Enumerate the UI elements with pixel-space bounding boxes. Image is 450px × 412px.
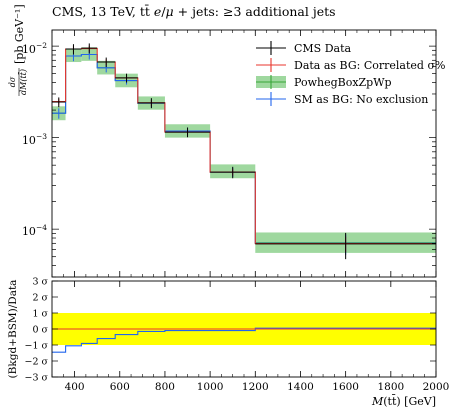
plot-title: CMS, 13 TeV, tt̄ e/μ + jets: ≥3 addition… [52,3,336,19]
svg-text:dM(tt̄): dM(tt̄) [18,69,28,95]
lower-frame [51,280,437,378]
upper-axis-ticks [51,30,437,278]
svg-text:SM as BG: No exclusion: SM as BG: No exclusion [294,93,428,106]
x-axis-label: M(tt̄) [GeV] [371,395,436,408]
svg-text:[pb GeV⁻¹]: [pb GeV⁻¹] [13,4,26,64]
ratio-sm-line [52,327,436,353]
ratio-ytick-label: 0 σ [32,325,48,336]
ratio-ytick-labels: 3 σ 2 σ 1 σ 0 σ −1 σ −2 σ −3 σ [24,277,48,384]
ratio-ytick-label: −1 σ [24,341,48,352]
xtick-label: 1600 [332,381,359,393]
svg-text:CMS Data: CMS Data [294,42,352,55]
ytick-label-1e-4: 10−4 [22,223,47,238]
xtick-label: 600 [110,381,130,393]
xtick-label: 1000 [197,381,224,393]
legend-entry-powheg: PowhegBoxZpWp [256,75,392,89]
xtick-labels: 400 600 800 1000 1200 1400 1600 1800 2000 [65,381,450,393]
ratio-ytick-label: −3 σ [24,373,48,384]
ratio-ytick-label: 2 σ [32,293,48,304]
legend: CMS Data Data as BG: Correlated σ% Powhe… [256,41,445,106]
ratio-lines [52,327,436,353]
xtick-label: 400 [65,381,85,393]
svg-text:Data as BG: Correlated σ%: Data as BG: Correlated σ% [294,59,445,72]
upper-ylabel: dσ dM(tt̄) [pb GeV⁻¹] [8,4,28,96]
svg-text:PowhegBoxZpWp: PowhegBoxZpWp [294,76,392,89]
xtick-label: 2000 [423,381,450,393]
ytick-label-1e-3: 10−3 [22,132,47,147]
xtick-label: 1200 [242,381,269,393]
ytick-label-1e-2: 10−2 [22,41,47,56]
xtick-label: 800 [155,381,175,393]
legend-entry-data-as-bg: Data as BG: Correlated σ% [256,58,445,72]
cms-data-points [52,43,436,260]
ratio-ytick-label: 1 σ [32,309,48,320]
xtick-label: 1800 [377,381,404,393]
ratio-ytick-label: 3 σ [32,277,48,288]
upper-frame [51,29,437,278]
ratio-ytick-label: −2 σ [24,357,48,368]
legend-entry-cms-data: CMS Data [256,41,352,55]
svg-text:dσ: dσ [8,76,17,87]
legend-entry-sm-as-bg: SM as BG: No exclusion [256,92,428,106]
xtick-label: 1400 [287,381,314,393]
lower-ylabel: (Bkgd+BSM)/Data [7,280,19,379]
